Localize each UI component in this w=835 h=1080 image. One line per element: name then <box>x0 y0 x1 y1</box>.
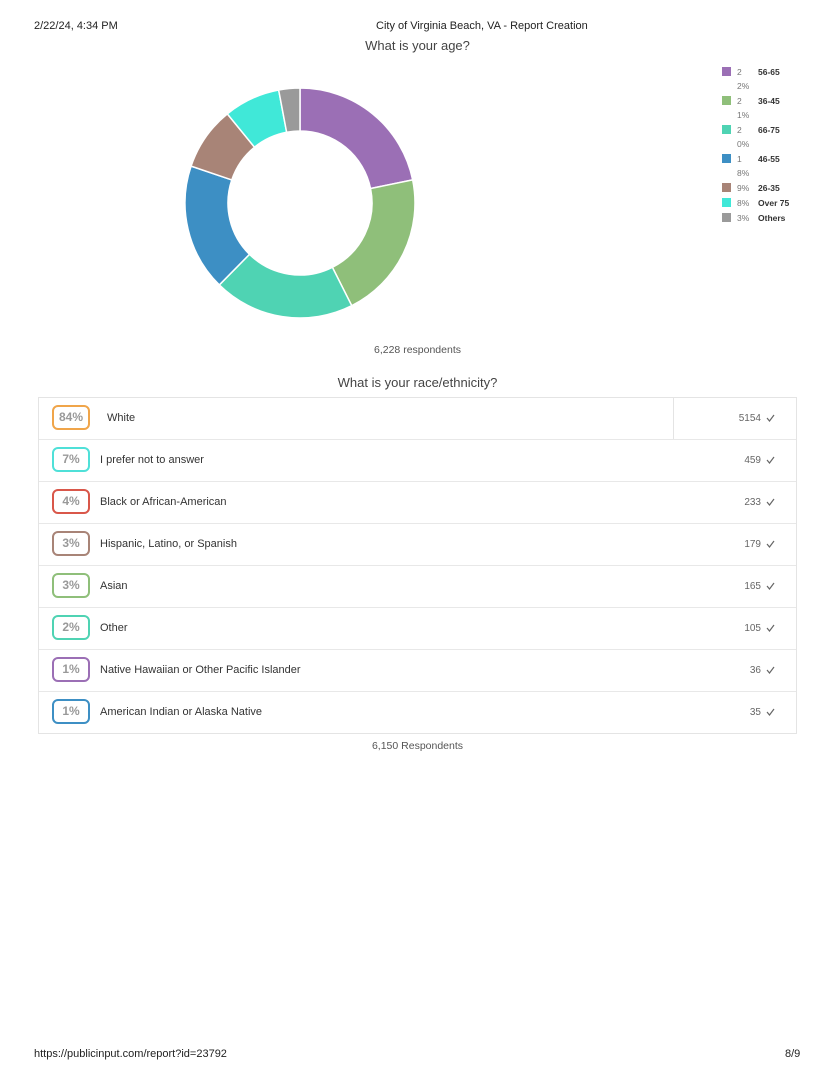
check-mark <box>766 498 775 506</box>
legend-swatch <box>722 96 731 105</box>
legend-label: Others <box>758 213 786 223</box>
response-count: 5154 <box>738 413 761 424</box>
legend-swatch <box>722 125 731 134</box>
legend-label: 56-65 <box>758 67 780 77</box>
table-row: 84% White 5154 <box>39 398 796 439</box>
option-label: White <box>107 412 136 424</box>
legend-value: 22% <box>737 67 750 91</box>
donut-slice <box>331 179 416 307</box>
table-row: 4% Black or African-American 233 <box>39 481 796 523</box>
option-label: Other <box>100 622 128 634</box>
check-mark <box>766 624 775 632</box>
table-row: 1% Native Hawaiian or Other Pacific Islan… <box>39 649 796 691</box>
option-label: Asian <box>100 580 128 592</box>
check-icon <box>766 582 775 590</box>
legend-swatch <box>722 154 731 163</box>
legend-swatch <box>722 67 731 76</box>
check-mark <box>766 582 775 590</box>
option-label: I prefer not to answer <box>100 454 204 466</box>
check-mark <box>766 666 775 674</box>
legend-swatch <box>722 213 731 222</box>
legend-item: 3% Others <box>722 211 785 225</box>
check-mark <box>766 456 775 464</box>
check-mark <box>766 414 775 422</box>
response-count: 459 <box>744 455 761 466</box>
option-label: Hispanic, Latino, or Spanish <box>100 538 237 550</box>
response-count: 233 <box>744 497 761 508</box>
table-row: 3% Asian 165 <box>39 565 796 607</box>
legend-item: 8% Over 75 <box>722 196 789 210</box>
check-icon <box>766 414 775 422</box>
percent-badge: 1% <box>52 699 90 724</box>
legend-value: 18% <box>737 154 750 178</box>
table-title: What is your race/ethnicity? <box>337 375 498 390</box>
check-icon <box>766 708 775 716</box>
table: 84% White 5154 7% I prefer not to answer 459 4… <box>38 397 797 734</box>
check-icon <box>766 624 775 632</box>
percent-badge: 2% <box>52 615 90 640</box>
legend-value: 3% <box>737 213 750 223</box>
legend-label: Over 75 <box>758 198 790 208</box>
percent-badge: 3% <box>52 531 90 556</box>
page-number: 8/9 <box>785 1048 801 1060</box>
legend-value: 21% <box>737 96 750 120</box>
percent-badge: 4% <box>52 489 90 514</box>
legend-label: 36-45 <box>758 96 780 106</box>
check-icon <box>766 456 775 464</box>
percent-badge: 7% <box>52 447 90 472</box>
donut-slice <box>277 87 301 134</box>
legend-item: 9% 26-35 <box>722 181 780 195</box>
legend-item: 21% 36-45 <box>722 94 780 122</box>
response-count: 179 <box>744 539 761 550</box>
check-icon <box>766 540 775 548</box>
check-icon <box>766 666 775 674</box>
check-mark <box>766 540 775 548</box>
check-mark <box>766 708 775 716</box>
table-row: 3% Hispanic, Latino, or Spanish 179 <box>39 523 796 565</box>
percent-badge: 84% <box>52 405 90 430</box>
percent-badge: 1% <box>52 657 90 682</box>
legend-label: 26-35 <box>758 183 780 193</box>
legend-swatch <box>722 183 731 192</box>
donut-chart <box>184 87 416 319</box>
divider <box>673 398 674 439</box>
page-url: https://publicinput.com/report?id=23792 <box>34 1048 227 1060</box>
option-label: Black or African-American <box>100 496 227 508</box>
table-row: 1% American Indian or Alaska Native 35 <box>39 691 796 733</box>
table-row: 2% Other 105 <box>39 607 796 649</box>
table-row: 7% I prefer not to answer 459 <box>39 439 796 481</box>
check-icon <box>766 498 775 506</box>
legend-item: 18% 46-55 <box>722 152 780 180</box>
legend-value: 8% <box>737 198 750 208</box>
legend-value: 9% <box>737 183 750 193</box>
legend-item: 20% 66-75 <box>722 123 780 151</box>
legend-item: 22% 56-65 <box>722 65 780 93</box>
legend-value: 20% <box>737 125 750 149</box>
chart-title: What is your age? <box>365 38 470 53</box>
print-date: 2/22/24, 4:34 PM <box>34 20 118 32</box>
response-count: 36 <box>749 665 761 676</box>
print-title: City of Virginia Beach, VA - Report Crea… <box>376 20 588 32</box>
chart-footnote: 6,228 respondents <box>374 344 461 356</box>
legend-label: 46-55 <box>758 154 780 164</box>
table-footnote: 6,150 Respondents <box>371 740 464 752</box>
donut-slice <box>299 87 414 190</box>
response-count: 165 <box>744 581 761 592</box>
response-count: 105 <box>744 623 761 634</box>
option-label: American Indian or Alaska Native <box>100 706 263 718</box>
response-count: 35 <box>749 707 761 718</box>
legend-label: 66-75 <box>758 125 780 135</box>
percent-badge: 3% <box>52 573 90 598</box>
option-label: Native Hawaiian or Other Pacific Islande… <box>100 664 301 676</box>
legend-swatch <box>722 198 731 207</box>
